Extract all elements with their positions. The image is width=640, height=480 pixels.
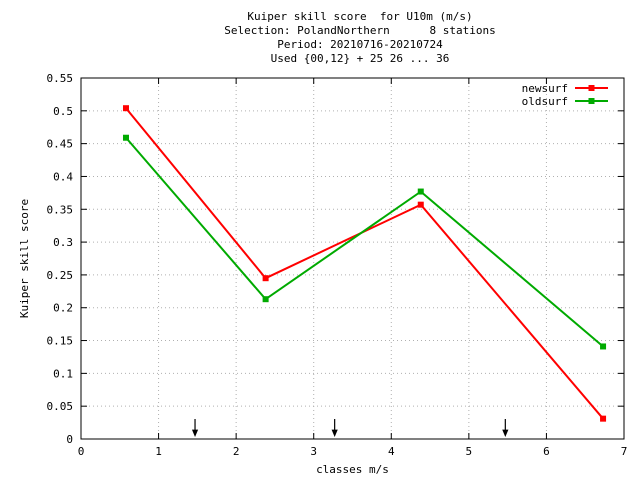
series-line-oldsurf	[125, 137, 604, 348]
x-tick-label: 4	[388, 445, 395, 458]
title-line-2: Selection: PolandNorthern 8 stations	[224, 24, 496, 37]
legend-marker-oldsurf	[588, 98, 595, 104]
x-tick-label: 2	[233, 445, 240, 458]
plot-frame	[80, 77, 625, 440]
title-line-3: Period: 20210716-20210724	[277, 38, 443, 51]
x-tick-label: 5	[466, 445, 473, 458]
y-tick-label: 0.15	[47, 335, 74, 348]
data-point-oldsurf	[417, 188, 424, 195]
series	[122, 105, 607, 422]
threshold-arrow	[502, 419, 509, 438]
y-tick-label: 0.25	[47, 269, 74, 282]
y-tick-label: 0.4	[53, 170, 73, 183]
title-line-1: Kuiper skill score for U10m (m/s)	[247, 10, 473, 23]
y-tick-label: 0	[66, 433, 73, 446]
series-line-newsurf	[125, 107, 604, 420]
y-tick-label: 0.45	[47, 138, 74, 151]
y-tick-label: 0.5	[53, 105, 73, 118]
y-axis-label: Kuiper skill score	[18, 199, 31, 318]
legend-label-oldsurf: oldsurf	[522, 95, 568, 108]
y-tick-label: 0.35	[47, 203, 74, 216]
data-point-newsurf	[122, 105, 129, 112]
data-point-newsurf	[262, 275, 269, 282]
data-point-newsurf	[417, 201, 424, 208]
x-tick-label: 0	[78, 445, 85, 458]
legend-label-newsurf: newsurf	[522, 82, 568, 95]
data-point-oldsurf	[600, 343, 607, 350]
threshold-arrows	[191, 419, 509, 438]
x-axis-label: classes m/s	[316, 463, 389, 476]
y-tick-label: 0.3	[53, 236, 73, 249]
y-tick-label: 0.2	[53, 302, 73, 315]
y-tick-label: 0.55	[47, 72, 74, 85]
x-tick-label: 6	[543, 445, 550, 458]
axis-ticks: 0 1 2 3 4 5 6 7 0 0.05 0.1 0.15 0.2 0.25 0.3 0.35 0.4 0.4…	[47, 72, 628, 458]
legend-marker-newsurf	[588, 85, 595, 91]
x-tick-label: 3	[310, 445, 317, 458]
x-tick-label: 7	[621, 445, 628, 458]
y-tick-label: 0.05	[47, 400, 74, 413]
x-tick-label: 1	[155, 445, 162, 458]
threshold-arrow	[191, 419, 199, 438]
chart-title: Kuiper skill score for U10m (m/s) Select…	[0, 10, 640, 66]
y-tick-label: 0.1	[53, 367, 73, 380]
data-point-oldsurf	[122, 134, 129, 141]
grid	[81, 78, 624, 439]
data-point-newsurf	[600, 415, 607, 422]
data-point-oldsurf	[262, 296, 269, 303]
title-line-4: Used {00,12} + 25 26 ... 36	[270, 52, 450, 65]
threshold-arrow	[331, 419, 338, 438]
